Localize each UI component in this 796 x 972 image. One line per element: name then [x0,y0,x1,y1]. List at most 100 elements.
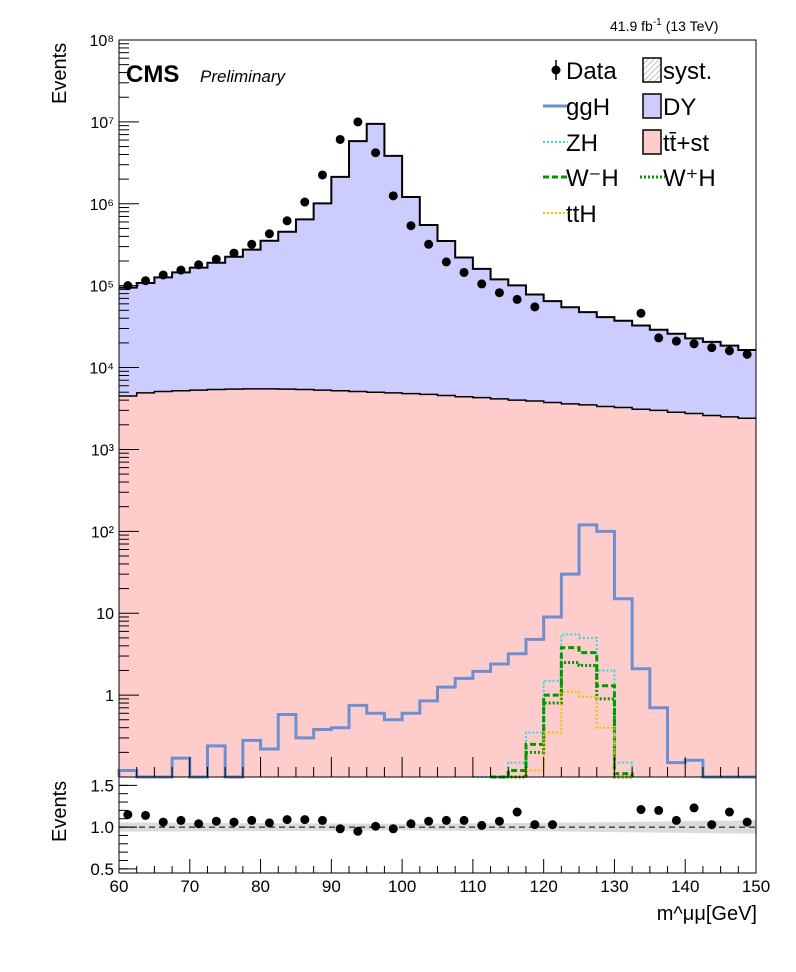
x-axis-title: m^μμ[GeV] [657,903,757,925]
ratio-y-axis-title: Events [49,781,71,842]
y-tick-label: 10 [96,606,114,623]
ttst-line [119,388,756,420]
ratio-point [123,810,133,820]
ratio-point [548,820,558,830]
data-point [141,276,151,286]
data-point [194,260,204,270]
legend-swatch [642,129,662,155]
data-point [247,239,257,249]
lumi-label: 41.9 fb-1 (13 TeV) [610,17,718,34]
x-tick-label: 60 [110,877,129,896]
wmh-line [490,646,634,779]
data-point [707,343,717,353]
legend-marker [551,65,561,75]
legend-entry-data: Data [551,58,617,85]
y-tick-label: 1 [105,688,114,705]
ratio-point [335,824,345,834]
main-plot-lines [117,523,756,779]
data-point [636,308,646,318]
x-tick-label: 140 [671,877,699,896]
data-point [724,346,734,356]
legend-entry-wmh: W⁻H [543,165,619,192]
data-point [424,239,434,249]
x-tick-label: 70 [180,877,199,896]
ratio-point [530,820,540,830]
data-point [176,265,186,275]
ratio-y-tick-label: 0.5 [90,860,114,879]
y-tick-label: 10⁸ [89,33,114,50]
ratio-point [353,826,363,836]
y-tick-label: 10⁷ [90,115,114,132]
legend-swatch [642,57,662,83]
syst-band [119,820,756,834]
ratio-point [636,805,646,815]
data-point [477,279,487,289]
x-tick-label: 100 [388,877,416,896]
ratio-point [689,803,699,813]
legend-entry-wph: W⁺H [640,165,716,192]
data-point [406,221,416,231]
ratio-point [141,810,151,820]
y-tick-label: 10⁵ [90,279,114,296]
ratio-point [264,818,274,828]
ratio-point [247,815,257,825]
x-tick-label: 110 [459,877,486,896]
x-tick-label: 150 [742,877,770,896]
data-point [335,134,345,144]
legend-label: syst. [663,58,712,85]
data-point [282,216,292,226]
ratio-point [441,815,451,825]
ratio-point [282,815,292,825]
legend-label: ttH [566,201,597,228]
tth-line [508,690,633,778]
ratio-point [654,805,664,815]
legend-label: ggH [566,94,610,121]
legend-label: ZH [566,130,598,157]
ratio-point [671,815,681,825]
legend-label: Data [566,58,617,85]
legend-swatch [642,93,662,119]
ratio-plot-frame: 0.5 1.0 1.5 60 70 80 90 100 110 120 130 140 150 [90,776,770,896]
ratio-point [388,824,398,834]
ttst-fill [119,388,756,777]
ratio-point [211,816,221,826]
ratio-point [724,807,734,817]
y-tick-label: 10³ [91,442,115,459]
y-tick-label: 10⁴ [89,361,114,378]
data-point [494,288,504,298]
data-point [229,248,239,258]
legend-label: W⁻H [566,165,619,192]
data-point [211,254,221,264]
legend-entry-ggh: ggH [543,94,610,121]
ratio-point [158,817,168,827]
y-tick-label: 10² [91,524,115,541]
ratio-y-tick-label: 1.0 [90,818,114,837]
legend-entry-zh: ZH [543,130,598,157]
data-point [388,191,398,201]
ratio-point [194,819,204,829]
ratio-point [424,816,434,826]
x-tick-label: 130 [600,877,628,896]
main-y-axis-title: Events [49,43,71,104]
ggh-line [117,523,756,779]
main-plot-data [123,117,752,359]
data-point [512,294,522,304]
legend-entry-tth: ttH [543,201,597,228]
ratio-y-tick-label: 1.5 [90,776,114,795]
y-tick-label: 10⁶ [90,197,114,214]
legend-label: tt̄+st [663,130,709,157]
ratio-point [512,807,522,817]
ratio-point [742,817,752,827]
preliminary-label: Preliminary [200,67,287,86]
data-point [264,229,274,239]
x-tick-label: 80 [251,877,270,896]
data-point [671,336,681,346]
ratio-point [300,815,310,825]
data-point [459,267,469,277]
ratio-point [406,819,416,829]
legend-entry-dy: DY [642,93,696,121]
ratio-syst-band [119,820,756,834]
legend: Data syst. ggH DY ZH tt̄+st W⁻H W⁺H ttH [543,57,716,228]
ratio-point [317,815,327,825]
